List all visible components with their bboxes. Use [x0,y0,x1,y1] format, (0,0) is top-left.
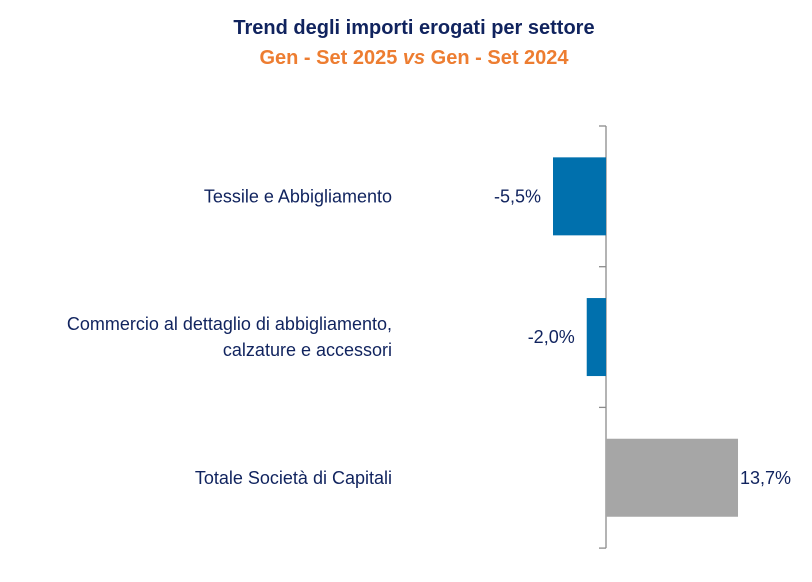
category-label: Totale Società di Capitali [195,468,392,488]
bar [606,438,739,517]
subtitle-vs: vs [402,47,426,69]
subtitle-part: Gen - Set 2025 [259,47,403,69]
data-label: 13,7% [740,468,791,488]
category-label: Tessile e Abbigliamento [204,186,392,206]
chart-subtitle: Gen - Set 2025 vs Gen - Set 2024 [0,47,812,70]
bar [586,298,606,377]
bar [553,157,606,236]
subtitle-part: Gen - Set 2024 [425,47,569,69]
data-label: -5,5% [494,186,541,206]
chart-title: Trend degli importi erogati per settore [233,17,595,39]
data-label: -2,0% [528,327,575,347]
category-label: Commercio al dettaglio di abbigliamento, [67,314,392,334]
category-label: calzature e accessori [223,340,392,360]
